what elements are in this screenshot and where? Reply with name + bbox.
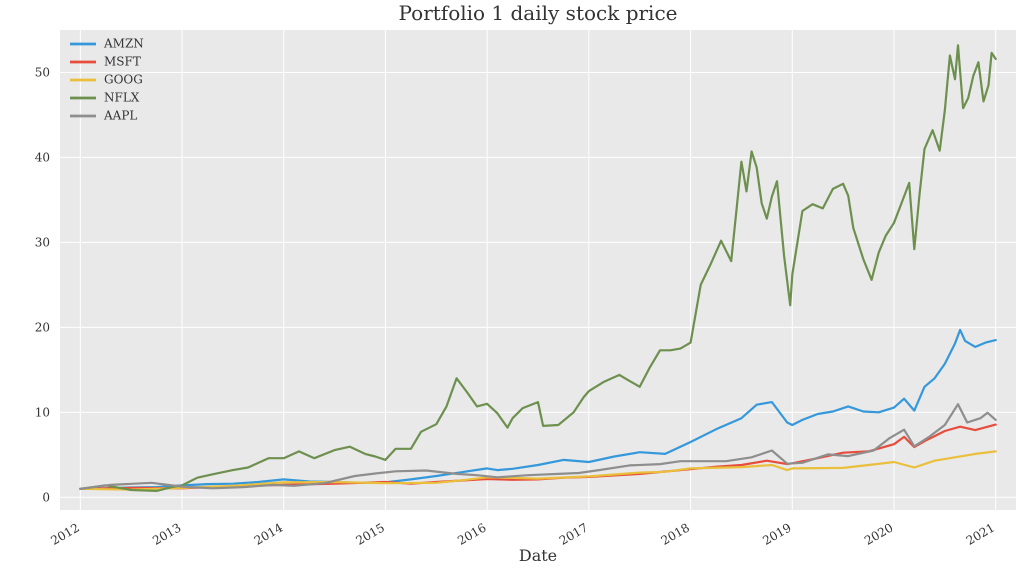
xtick-label: 2021 xyxy=(964,520,997,547)
legend-label: AMZN xyxy=(103,37,144,51)
xtick-label: 2016 xyxy=(455,520,488,547)
stock-chart: 0 10 20 30 40 50 2012 2013 2014 2015 2016 2017 2018 2… xyxy=(0,0,1036,573)
legend-label: GOOG xyxy=(104,73,143,87)
legend-label: AAPL xyxy=(103,109,137,123)
ytick-label: 40 xyxy=(35,150,50,164)
legend-label: MSFT xyxy=(104,55,141,69)
legend-label: NFLX xyxy=(104,91,140,105)
ytick-label: 30 xyxy=(35,235,50,249)
ytick-label: 20 xyxy=(35,320,50,334)
chart-title: Portfolio 1 daily stock price xyxy=(399,1,678,25)
xtick-label: 2015 xyxy=(353,520,386,547)
ytick-label: 0 xyxy=(42,490,50,504)
x-axis-label: Date xyxy=(519,546,557,565)
xtick-label: 2017 xyxy=(557,520,590,547)
ytick-label: 50 xyxy=(35,65,50,79)
ytick-label: 10 xyxy=(35,405,50,419)
xtick-label: 2019 xyxy=(760,520,793,547)
xtick-label: 2020 xyxy=(862,520,895,547)
xtick-label: 2013 xyxy=(150,520,183,547)
xtick-label: 2014 xyxy=(252,520,286,548)
plot-area xyxy=(60,30,1016,510)
xtick-label: 2012 xyxy=(48,520,81,547)
xtick-label: 2018 xyxy=(659,520,692,547)
